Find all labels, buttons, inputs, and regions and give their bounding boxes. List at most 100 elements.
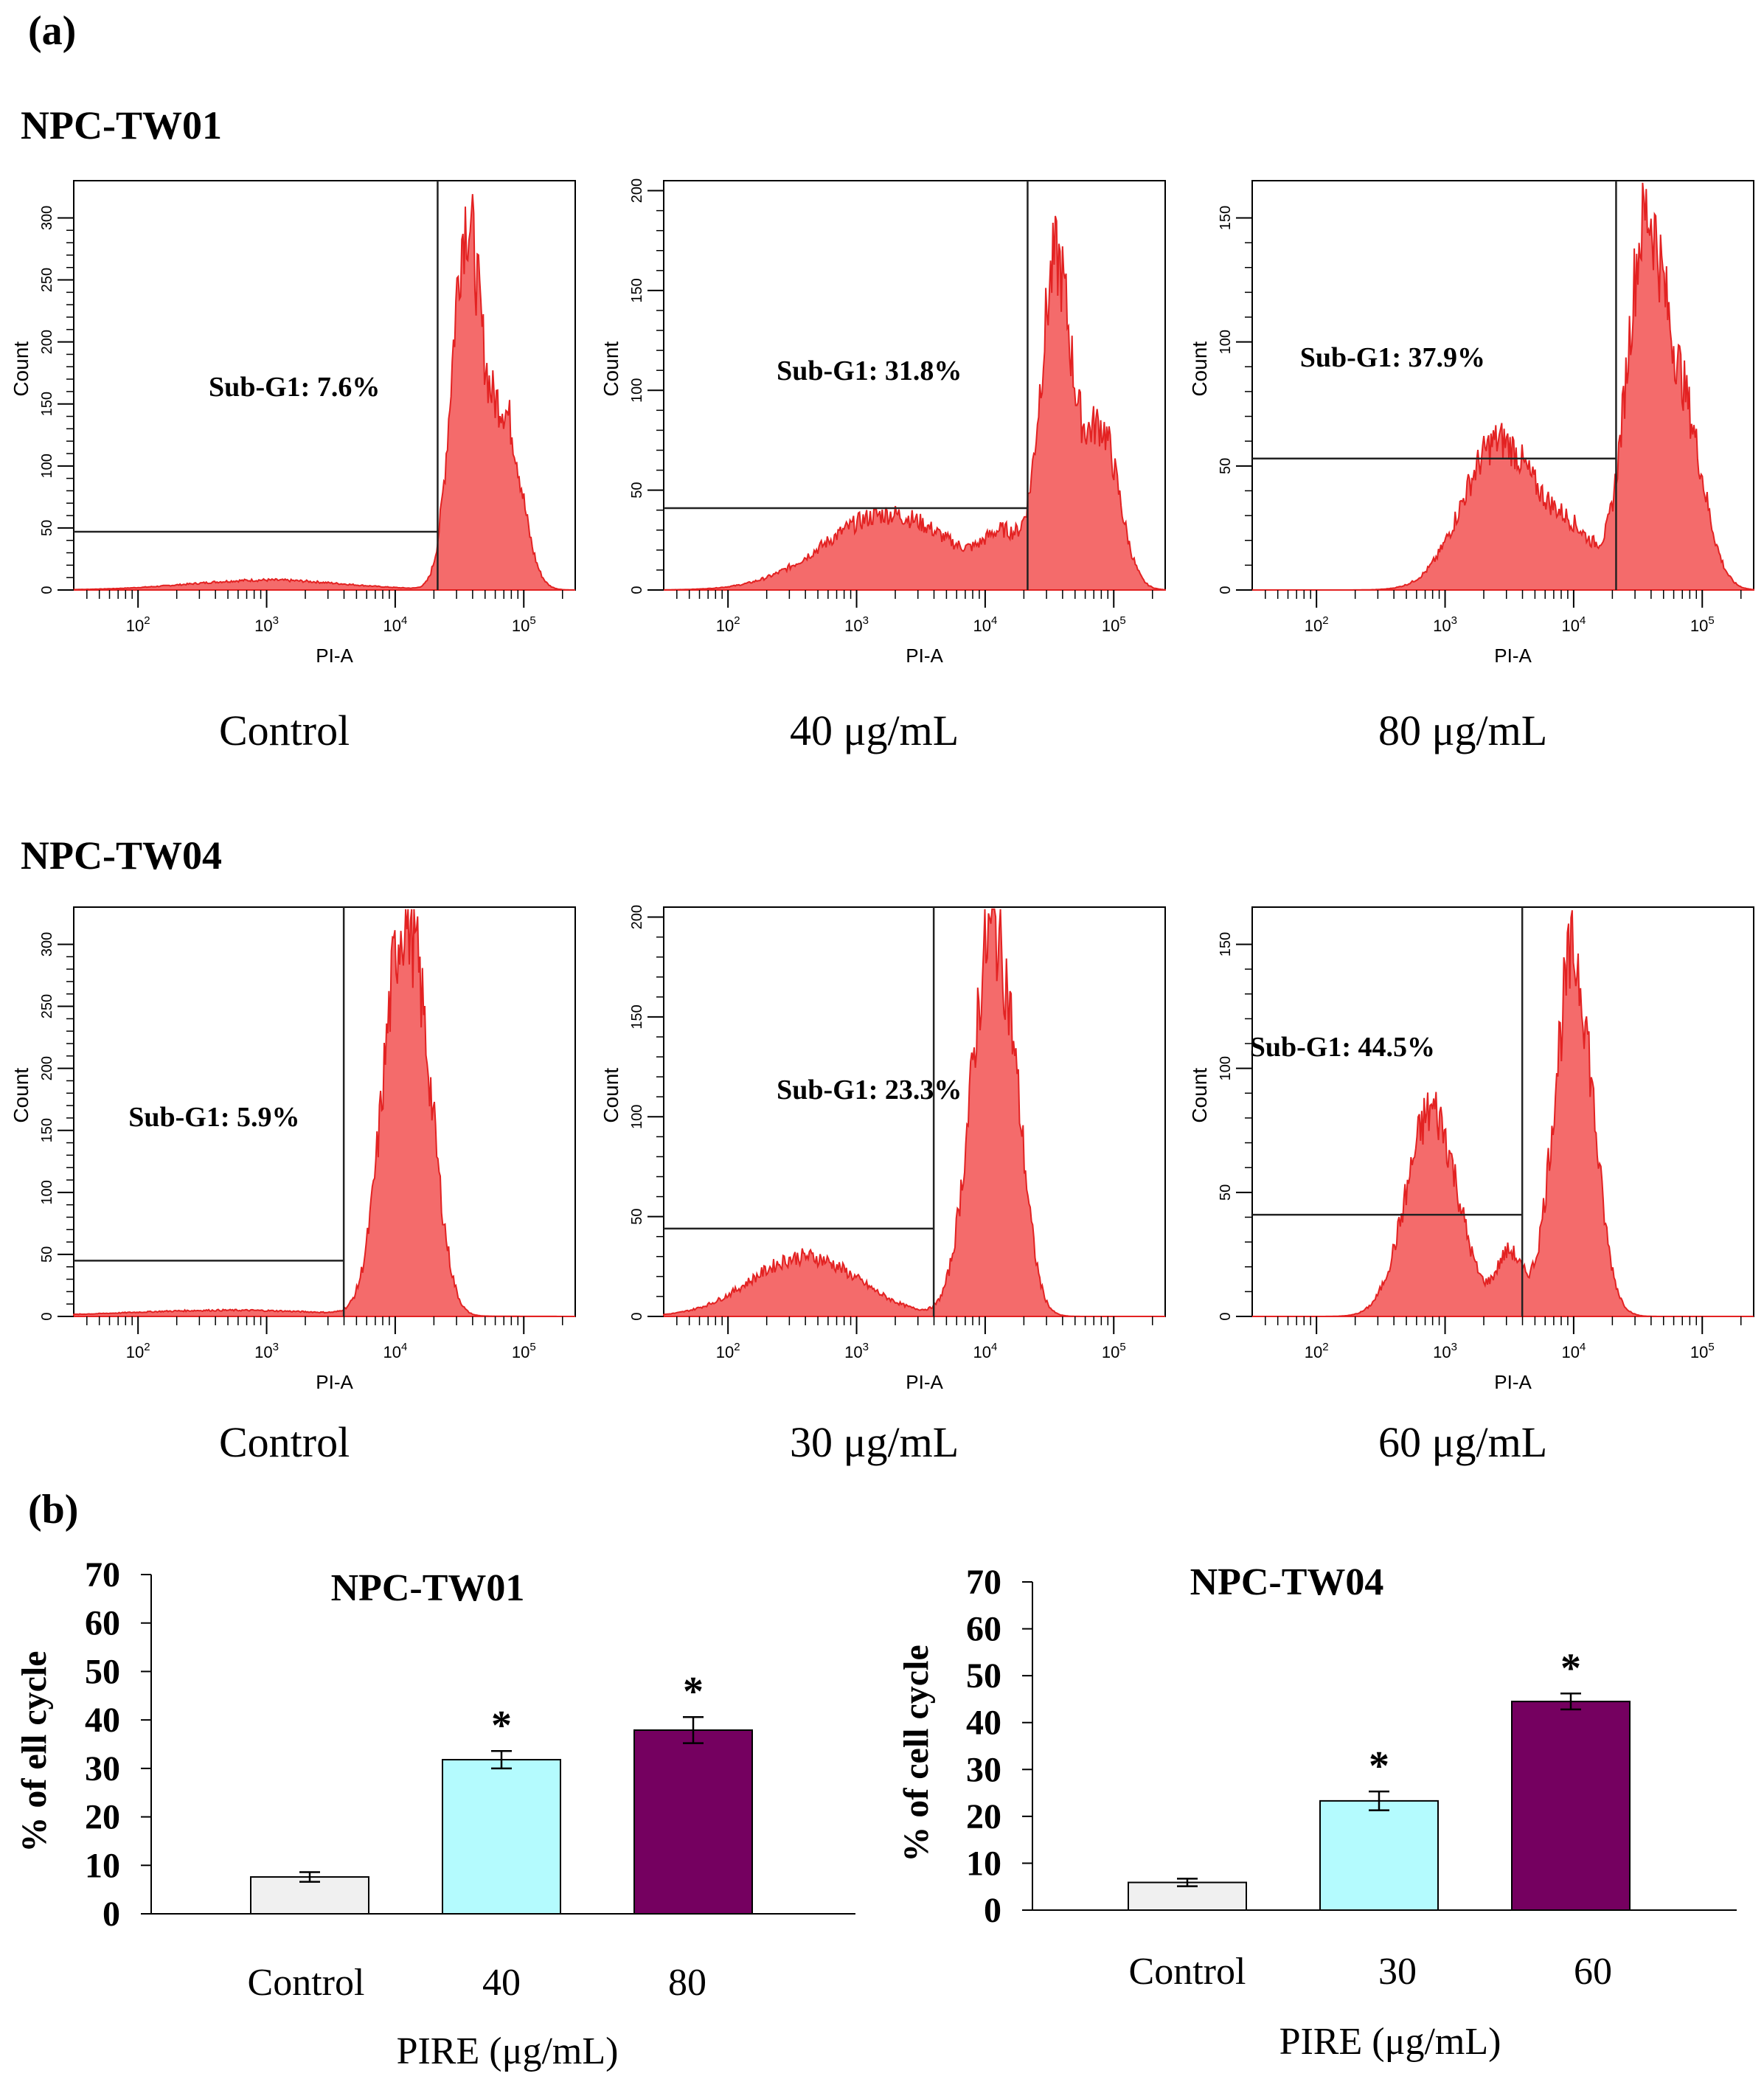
category-label: Control	[1129, 1951, 1246, 1993]
y-tick-label: 150	[1218, 206, 1234, 230]
y-tick-label: 0	[103, 1895, 120, 1934]
x-tick-label: 103	[1433, 1341, 1457, 1361]
y-tick-label: 0	[1218, 586, 1234, 594]
x-tick-label: 105	[512, 1341, 536, 1361]
x-tick-label: 102	[126, 614, 150, 635]
x-axis-label: PI-A	[316, 645, 353, 667]
y-tick-label: 0	[629, 586, 645, 594]
category-label: 30	[1378, 1951, 1417, 1993]
y-tick-label: 50	[1218, 458, 1234, 474]
y-tick-label: 0	[629, 1312, 645, 1320]
flow-histograms: 0 50 100 150 200 250 300 Count 102 103 104 105 PI-A S…	[10, 178, 1754, 1466]
bar-chart-title: NPC-TW01	[331, 1567, 525, 1609]
y-tick-label: 50	[629, 482, 645, 499]
x-tick-label: 103	[844, 614, 869, 635]
y-tick-label: 0	[984, 1891, 1001, 1930]
x-tick-label: 104	[383, 614, 407, 635]
row-title-tw04: NPC-TW04	[21, 833, 222, 878]
condition-label: 60 μg/mL	[1378, 1418, 1547, 1466]
histogram-area	[1252, 182, 1754, 591]
x-tick-label: 105	[512, 614, 536, 635]
y-axis-label: Count	[1188, 341, 1211, 397]
flow-panel: 0 50 100 150 200 Count 102 103 104 105 PI-A Sub-G1:…	[600, 178, 1166, 754]
y-tick-label: 300	[39, 932, 55, 957]
y-tick-label: 0	[1218, 1312, 1234, 1320]
y-tick-label: 250	[39, 994, 55, 1018]
x-tick-label: 104	[1561, 614, 1586, 635]
bar-chart: NPC-TW04 0 10 20 30 40 50 60 70 % of cell cycle Co…	[897, 1561, 1737, 2063]
histogram-area	[1252, 910, 1754, 1317]
y-axis-label: Count	[10, 1068, 32, 1123]
panel-label-a: (a)	[28, 8, 76, 54]
x-tick-label: 102	[716, 1341, 740, 1361]
bar-chart: NPC-TW01 0 10 20 30 40 50 60 70 % of ell cycle Con…	[15, 1555, 855, 2072]
significance-marker: *	[1560, 1645, 1581, 1691]
y-tick-label: 150	[39, 1118, 55, 1142]
x-tick-label: 104	[973, 1341, 997, 1361]
x-tick-label: 103	[1433, 614, 1457, 635]
y-tick-label: 30	[85, 1749, 120, 1788]
sub-g1-annotation: Sub-G1: 37.9%	[1300, 342, 1485, 373]
y-tick-label: 40	[85, 1701, 120, 1740]
y-tick-label: 100	[39, 1180, 55, 1204]
bar	[1511, 1701, 1631, 1912]
y-axis-label: % of cell cycle	[897, 1645, 936, 1862]
y-axis-label: Count	[1188, 1068, 1211, 1123]
y-tick-label: 250	[39, 268, 55, 292]
y-tick-label: 40	[966, 1704, 1001, 1743]
sub-g1-annotation: Sub-G1: 44.5%	[1250, 1032, 1435, 1063]
y-tick-label: 200	[39, 1056, 55, 1080]
x-axis-label: PI-A	[316, 1371, 353, 1393]
histogram-area	[73, 194, 575, 591]
y-tick-label: 60	[966, 1610, 1001, 1649]
bar	[633, 1729, 753, 1915]
y-tick-label: 50	[966, 1656, 1001, 1696]
bar	[442, 1759, 561, 1915]
sub-g1-annotation: Sub-G1: 23.3%	[777, 1075, 962, 1106]
y-tick-label: 100	[1218, 330, 1234, 354]
x-tick-label: 102	[1305, 1341, 1329, 1361]
x-axis-label: PI-A	[906, 645, 943, 667]
y-tick-label: 50	[85, 1652, 120, 1691]
significance-marker: *	[683, 1669, 704, 1715]
y-tick-label: 300	[39, 206, 55, 230]
flow-panel: 0 50 100 150 Count 102 103 104 105 PI-A Sub-G1: 44…	[1188, 906, 1754, 1466]
y-axis-label: Count	[600, 341, 622, 397]
y-tick-label: 20	[85, 1798, 120, 1837]
significance-marker: *	[1369, 1743, 1389, 1789]
y-tick-label: 70	[966, 1563, 1001, 1602]
bar	[1319, 1799, 1439, 1912]
category-label: 60	[1574, 1951, 1612, 1993]
condition-label: 80 μg/mL	[1378, 707, 1547, 754]
significance-marker: *	[491, 1703, 512, 1749]
sub-g1-annotation: Sub-G1: 31.8%	[777, 355, 962, 386]
x-tick-label: 103	[254, 1341, 279, 1361]
y-tick-label: 150	[1218, 932, 1234, 957]
x-axis-label: PI-A	[1494, 1371, 1532, 1393]
y-tick-label: 150	[39, 392, 55, 416]
y-tick-label: 50	[629, 1209, 645, 1225]
y-tick-label: 10	[85, 1846, 120, 1885]
x-tick-label: 103	[844, 1341, 869, 1361]
flow-panel: 0 50 100 150 Count 102 103 104 105 PI-A Sub-G1: 37…	[1188, 180, 1754, 754]
bar-charts: NPC-TW01 0 10 20 30 40 50 60 70 % of ell cycle Con…	[15, 1555, 1737, 2072]
x-tick-label: 105	[1690, 614, 1715, 635]
flow-panel: 0 50 100 150 200 250 300 Count 102 103 104 105 PI-A S…	[10, 180, 576, 754]
flow-panel: 0 50 100 150 200 Count 102 103 104 105 PI-A Sub-G1:…	[600, 905, 1166, 1466]
x-tick-label: 105	[1690, 1341, 1715, 1361]
x-tick-label: 102	[716, 614, 740, 635]
flow-panel: 0 50 100 150 200 250 300 Count 102 103 104 105 PI-A S…	[10, 906, 576, 1466]
category-label: 80	[668, 1962, 706, 2004]
category-label: Control	[248, 1962, 365, 2004]
y-tick-label: 20	[966, 1797, 1001, 1836]
category-label: 40	[482, 1962, 521, 2004]
y-tick-label: 70	[85, 1555, 120, 1594]
x-tick-label: 102	[1305, 614, 1329, 635]
y-tick-label: 100	[1218, 1056, 1234, 1080]
y-tick-label: 200	[629, 178, 645, 203]
y-tick-label: 200	[629, 905, 645, 929]
x-tick-label: 102	[126, 1341, 150, 1361]
y-axis-label: % of ell cycle	[15, 1651, 54, 1852]
x-axis-label: PIRE (μg/mL)	[1279, 2021, 1501, 2063]
